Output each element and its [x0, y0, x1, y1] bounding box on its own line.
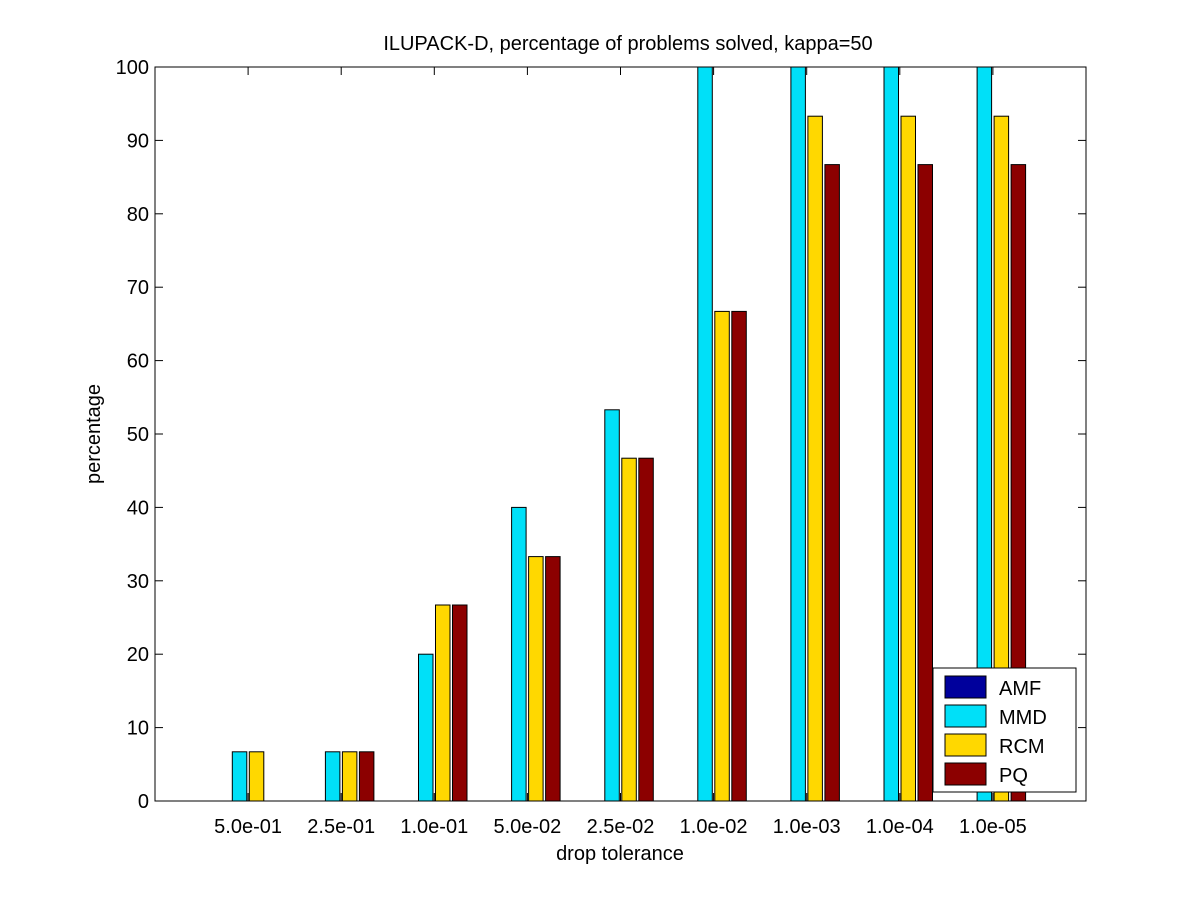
bar-rcm-6 [807, 115, 823, 802]
bars-layer [231, 66, 1027, 802]
y-tick-label-10: 10 [127, 718, 149, 740]
legend-label-pq: PQ [999, 765, 1028, 787]
bar-rcm-2 [435, 604, 451, 802]
bar-rcm-1 [341, 751, 358, 802]
x-tick-label-6: 1.0e-03 [773, 816, 841, 838]
x-tick-label-8: 1.0e-05 [959, 816, 1027, 838]
bar-pq-1 [358, 751, 375, 802]
bar-mmd-4 [604, 409, 620, 802]
axes-layer [154, 66, 1087, 802]
bar-pq-7 [917, 164, 933, 802]
bar-pq-2 [452, 604, 468, 802]
bar-rcm-4 [621, 457, 637, 802]
y-tick-label-80: 80 [127, 204, 149, 226]
bar-mmd-7 [883, 66, 899, 802]
bar-mmd-2 [418, 653, 434, 802]
x-tick-labels: 5.0e-01 2.5e-01 1.0e-01 5.0e-02 2.5e-02 1.0e-… [214, 816, 1027, 838]
bar-mmd-3 [511, 506, 527, 802]
bar-rcm-3 [528, 556, 544, 802]
legend-swatch-rcm [944, 733, 987, 757]
y-tick-label-70: 70 [127, 277, 149, 299]
y-tick-label-20: 20 [127, 644, 149, 666]
bar-pq-3 [545, 556, 561, 802]
y-tick-label-0: 0 [138, 791, 149, 813]
bar-mmd-0 [231, 751, 248, 802]
legend: AMF MMD RCM PQ [932, 667, 1077, 793]
legend-swatch-amf [944, 675, 987, 699]
x-tick-label-7: 1.0e-04 [866, 816, 934, 838]
bar-rcm-0 [248, 751, 265, 802]
bar-pq-4 [638, 457, 654, 802]
x-tick-label-0: 5.0e-01 [214, 816, 282, 838]
bar-mmd-5 [697, 66, 713, 802]
y-tick-label-90: 90 [127, 130, 149, 152]
bar-pq-5 [731, 310, 747, 802]
y-axis-label: percentage [83, 384, 105, 484]
y-tick-labels: 0 10 20 30 40 50 60 70 80 90 100 [116, 57, 149, 813]
bar-pq-6 [824, 164, 840, 802]
legend-label-rcm: RCM [999, 736, 1045, 758]
y-tick-label-50: 50 [127, 424, 149, 446]
x-tick-label-4: 2.5e-02 [587, 816, 655, 838]
bar-mmd-6 [790, 66, 806, 802]
y-tick-label-100: 100 [116, 57, 149, 79]
bar-rcm-5 [714, 310, 730, 802]
x-tick-label-1: 2.5e-01 [307, 816, 375, 838]
bar-mmd-1 [324, 751, 341, 802]
bar-rcm-7 [900, 115, 916, 802]
x-tick-label-5: 1.0e-02 [680, 816, 748, 838]
x-axis-label: drop tolerance [556, 843, 684, 865]
legend-label-mmd: MMD [999, 707, 1047, 729]
chart-title: ILUPACK-D, percentage of problems solved… [383, 33, 872, 55]
y-tick-label-40: 40 [127, 497, 149, 519]
x-tick-label-2: 1.0e-01 [400, 816, 468, 838]
legend-swatch-mmd [944, 704, 987, 728]
legend-label-amf: AMF [999, 678, 1041, 700]
y-tick-label-30: 30 [127, 571, 149, 593]
x-tick-label-3: 5.0e-02 [493, 816, 561, 838]
y-tick-label-60: 60 [127, 351, 149, 373]
legend-swatch-pq [944, 762, 987, 786]
